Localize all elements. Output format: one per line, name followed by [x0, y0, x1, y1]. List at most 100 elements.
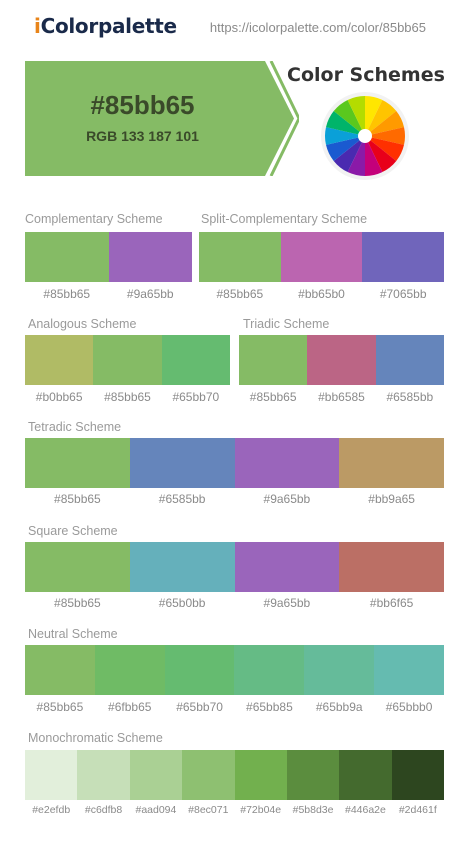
split-complementary-title: Split-Complementary Scheme: [201, 212, 368, 226]
swatch-bb6f65[interactable]: [339, 542, 444, 592]
swatch-label: #6fbb65: [108, 700, 152, 714]
swatch-label: #c6dfb8: [84, 804, 123, 816]
swatch-c6dfb8[interactable]: [77, 750, 130, 800]
swatch-label: #9a65bb: [263, 596, 311, 610]
swatch-bb9a65[interactable]: [339, 438, 444, 488]
swatch-label: #65bb70: [176, 700, 223, 714]
hero-rgb-value: RGB 133 187 101: [86, 128, 199, 144]
swatch-bb65b0[interactable]: [280, 232, 363, 282]
swatch-label: #bb9a65: [368, 492, 415, 506]
swatch-label: #5b8d3e: [292, 804, 334, 816]
swatch-85bb65[interactable]: [25, 232, 109, 282]
swatch-8ec071[interactable]: [182, 750, 235, 800]
swatch-85bb65[interactable]: [25, 438, 130, 488]
color-wheel-slice: [365, 99, 397, 136]
square-labels: #85bb65 #65b0bb #9a65bb #bb6f65: [25, 596, 444, 610]
swatch-label: #bb6f65: [369, 596, 414, 610]
swatch-label: #72b04e: [240, 804, 282, 816]
swatch-6585bb[interactable]: [375, 335, 444, 385]
swatch-label: #85bb65: [216, 287, 264, 301]
color-wheel-slice: [347, 136, 365, 176]
color-wheel-slice: [326, 111, 365, 136]
square-swatches: [25, 542, 444, 592]
monochromatic-swatches: [25, 750, 444, 800]
swatch-7065bb[interactable]: [362, 232, 445, 282]
swatch-label: #65bb70: [172, 390, 220, 404]
complementary-swatches: [25, 232, 192, 282]
monochromatic-labels: #e2efdb #c6dfb8 #aad094 #8ec071 #72b04e …: [25, 804, 444, 816]
neutral-title: Neutral Scheme: [28, 627, 118, 641]
swatch-65bbb0[interactable]: [374, 645, 444, 695]
swatch-85bb65[interactable]: [25, 542, 130, 592]
swatch-6585bb[interactable]: [129, 438, 235, 488]
swatch-6fbb65[interactable]: [94, 645, 165, 695]
neutral-labels: #85bb65 #6fbb65 #65bb70 #65bb85 #65bb9a …: [25, 700, 444, 714]
color-wheel-slice: [326, 136, 365, 161]
color-wheel-icon: [321, 92, 409, 180]
swatch-label: #6585bb: [386, 390, 434, 404]
swatch-65b0bb[interactable]: [129, 542, 235, 592]
swatch-85bb65[interactable]: [239, 335, 308, 385]
swatch-label: #2d461f: [398, 804, 437, 816]
swatch-2d461f[interactable]: [391, 750, 444, 800]
swatch-e2efdb[interactable]: [25, 750, 78, 800]
swatch-label: #bb6585: [318, 390, 365, 404]
logo-prefix: i: [34, 14, 41, 38]
swatch-9a65bb[interactable]: [234, 542, 340, 592]
swatch-9a65bb[interactable]: [108, 232, 192, 282]
swatch-65bb70[interactable]: [161, 335, 230, 385]
complementary-title: Complementary Scheme: [25, 212, 163, 226]
swatch-aad094[interactable]: [129, 750, 183, 800]
split-complementary-labels: #85bb65 #bb65b0 #7065bb: [199, 287, 444, 301]
swatch-5b8d3e[interactable]: [286, 750, 340, 800]
triadic-title: Triadic Scheme: [243, 317, 330, 331]
swatch-72b04e[interactable]: [234, 750, 287, 800]
triadic-swatches: [239, 335, 444, 385]
swatch-label: #b0bb65: [35, 390, 83, 404]
complementary-labels: #85bb65 #9a65bb: [25, 287, 192, 301]
hero-hex-code: #85bb65: [90, 90, 195, 120]
swatch-label: #9a65bb: [126, 287, 174, 301]
color-wheel-slice: [333, 136, 365, 173]
color-wheel-slice: [325, 127, 365, 145]
color-wheel-slice: [333, 99, 365, 136]
swatch-85bb65[interactable]: [199, 232, 281, 282]
swatch-65bb85[interactable]: [234, 645, 305, 695]
analogous-labels: #b0bb65 #85bb65 #65bb70: [25, 390, 230, 404]
swatch-65bb9a[interactable]: [304, 645, 375, 695]
site-header: iColorpalette https://icolorpalette.com/…: [0, 0, 474, 50]
color-wheel-slice: [365, 111, 404, 136]
color-wheel-slice: [365, 136, 404, 161]
swatch-label: #65b0bb: [158, 596, 206, 610]
swatch-label: #bb65b0: [298, 287, 345, 301]
page-url[interactable]: https://icolorpalette.com/color/85bb65: [209, 20, 426, 35]
swatch-label: #aad094: [135, 804, 177, 816]
swatch-85bb65[interactable]: [93, 335, 162, 385]
swatch-446a2e[interactable]: [339, 750, 392, 800]
swatch-label: #85bb65: [104, 390, 151, 404]
swatch-b0bb65[interactable]: [25, 335, 94, 385]
logo-text: Colorpalette: [40, 14, 178, 38]
color-wheel-slice: [365, 96, 383, 136]
swatch-label: #65bbb0: [385, 700, 433, 714]
swatch-label: #7065bb: [379, 287, 427, 301]
color-wheel-slice: [365, 127, 405, 145]
swatch-label: #446a2e: [344, 804, 386, 816]
swatch-label: #e2efdb: [32, 804, 71, 816]
swatch-bb6585[interactable]: [307, 335, 376, 385]
analogous-title: Analogous Scheme: [28, 317, 137, 331]
color-wheel-slice: [347, 96, 365, 136]
site-logo[interactable]: iColorpalette: [34, 14, 177, 38]
swatch-label: #65bb9a: [315, 700, 363, 714]
swatch-label: #85bb65: [54, 492, 101, 506]
swatch-65bb70[interactable]: [164, 645, 235, 695]
swatch-9a65bb[interactable]: [234, 438, 340, 488]
swatch-85bb65[interactable]: [25, 645, 95, 695]
swatch-label: #6585bb: [158, 492, 206, 506]
hero-color-block: [25, 61, 265, 176]
monochromatic-title: Monochromatic Scheme: [28, 731, 163, 745]
square-title: Square Scheme: [28, 524, 118, 538]
tetradic-swatches: [25, 438, 444, 488]
swatch-label: #9a65bb: [263, 492, 311, 506]
hero-arrow-shape: [237, 61, 299, 176]
